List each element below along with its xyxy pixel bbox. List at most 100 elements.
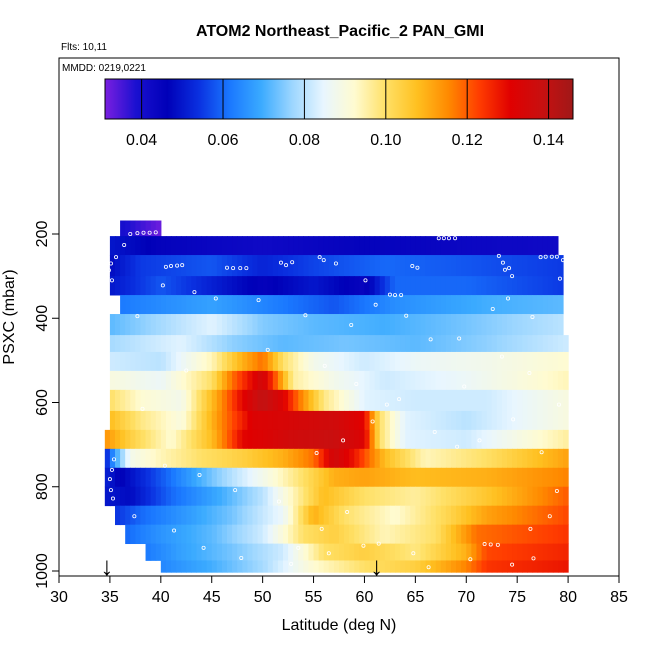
heatmap-cell — [186, 351, 192, 372]
heatmap-cell — [384, 314, 391, 336]
heatmap-cell — [171, 448, 177, 469]
heatmap-cell — [400, 236, 406, 256]
heatmap-cell — [191, 351, 198, 372]
heatmap-cell — [201, 276, 208, 296]
heatmap-cell — [415, 486, 422, 507]
heatmap-cell — [374, 255, 381, 277]
heatmap-cell — [517, 276, 523, 296]
heatmap-cell — [186, 255, 192, 277]
heatmap-cell — [527, 255, 534, 277]
heatmap-cell — [517, 295, 523, 315]
observation-point — [363, 278, 368, 283]
heatmap-cell — [150, 236, 157, 256]
heatmap-cell — [344, 429, 350, 450]
observation-point — [296, 545, 301, 550]
heatmap-cell — [486, 314, 493, 336]
heatmap-cell — [440, 236, 447, 256]
heatmap-cell — [440, 370, 447, 391]
heatmap-cell — [283, 236, 289, 256]
heatmap-cell — [491, 236, 498, 256]
heatmap-cell — [252, 255, 259, 277]
heatmap-cell — [440, 295, 447, 315]
heatmap-cell — [186, 236, 192, 256]
heatmap-cell — [481, 543, 488, 561]
heatmap-cell — [196, 335, 203, 353]
heatmap-cell — [277, 410, 284, 431]
heatmap-cell — [252, 295, 259, 315]
heatmap-cell — [547, 276, 554, 296]
heatmap-cell — [165, 389, 172, 412]
heatmap-cell — [313, 560, 320, 573]
heatmap-cell — [130, 314, 136, 336]
heatmap-cell — [109, 486, 116, 507]
heatmap-cell — [216, 505, 223, 526]
heatmap-cell — [109, 467, 116, 488]
heatmap-cell — [349, 429, 355, 450]
heatmap-cell — [196, 448, 203, 469]
heatmap-cell — [318, 335, 325, 353]
heatmap-cell — [206, 560, 213, 573]
heatmap-cell — [395, 236, 401, 256]
observation-point — [436, 236, 441, 241]
heatmap-cell — [293, 370, 299, 391]
heatmap-cell — [420, 543, 427, 561]
heatmap-cell — [344, 335, 350, 353]
heatmap-cell — [344, 295, 350, 315]
heatmap-cell — [527, 505, 534, 526]
heatmap-cell — [211, 314, 218, 336]
colorbar-tick-label: 0.10 — [370, 132, 401, 149]
heatmap-cell — [135, 314, 142, 336]
heatmap-cell — [481, 255, 488, 277]
heatmap-cell — [298, 335, 304, 353]
heatmap-cell — [298, 295, 304, 315]
heatmap-cell — [435, 335, 442, 353]
heatmap-cell — [501, 429, 508, 450]
heatmap-cell — [186, 505, 192, 526]
heatmap-cell — [196, 295, 203, 315]
heatmap-cell — [135, 255, 142, 277]
heatmap-cell — [471, 505, 478, 526]
heatmap-cell — [354, 255, 360, 277]
heatmap-cell — [298, 255, 304, 277]
heatmap-cell — [496, 389, 503, 412]
heatmap-cell — [140, 370, 147, 391]
heatmap-cell — [262, 276, 269, 296]
observation-point — [180, 263, 185, 268]
plot-frame — [58, 57, 620, 577]
observation-point — [244, 266, 249, 271]
heatmap-cell — [557, 335, 564, 353]
heatmap-cell — [537, 560, 544, 573]
heatmap-cell — [293, 524, 299, 545]
heatmap-cell — [323, 524, 330, 545]
observation-point — [502, 267, 507, 272]
heatmap-cell — [420, 314, 427, 336]
heatmap-cell — [339, 524, 345, 545]
heatmap-cell — [328, 295, 335, 315]
heatmap-cell — [507, 389, 513, 412]
heatmap-cell — [196, 255, 203, 277]
heatmap-cell — [237, 236, 243, 256]
heatmap-cell — [451, 560, 457, 573]
heatmap-cell — [344, 543, 350, 561]
heatmap-cell — [389, 389, 396, 412]
heatmap-cell — [547, 467, 554, 488]
heatmap-cell — [491, 389, 498, 412]
observation-point — [538, 255, 543, 260]
heatmap-cell — [247, 276, 254, 296]
heatmap-cell — [507, 467, 513, 488]
observation-point — [108, 261, 113, 266]
heatmap-cell — [191, 236, 198, 256]
heatmap-cell — [109, 236, 116, 256]
observation-point — [441, 236, 446, 241]
heatmap-cell — [471, 370, 478, 391]
heatmap-cell — [155, 370, 162, 391]
heatmap-cell — [379, 429, 386, 450]
heatmap-cell — [150, 505, 157, 526]
heatmap-cell — [420, 389, 427, 412]
heatmap-cell — [420, 255, 427, 277]
heatmap-cell — [323, 543, 330, 561]
heatmap-cell — [374, 448, 381, 469]
heatmap-cell — [252, 560, 259, 573]
heatmap-cell — [349, 486, 355, 507]
heatmap-cell — [379, 351, 386, 372]
